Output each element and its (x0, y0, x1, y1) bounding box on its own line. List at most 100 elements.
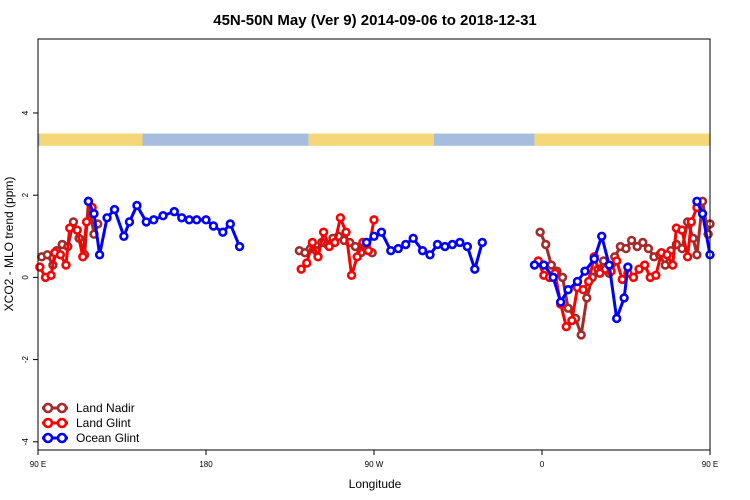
ocean-glint-point (208, 221, 219, 231)
land-glint-point (611, 256, 622, 266)
land-glint-point (363, 245, 374, 256)
ocean-glint-point (158, 211, 168, 221)
land-glint-point (662, 250, 672, 260)
band-segment-land (308, 133, 434, 146)
land-glint-point (341, 227, 351, 237)
x-tick-label: 90 E (702, 460, 718, 469)
land-glint-point (335, 213, 346, 223)
ocean-glint-point (408, 233, 418, 244)
legend-marker (42, 432, 54, 444)
land-glint-point (561, 322, 571, 332)
band-segment-land (39, 133, 143, 146)
ocean-glint-point (447, 239, 458, 250)
plot-series (35, 196, 715, 340)
legend-label: Ocean Glint (76, 431, 140, 445)
legend-label: Land Nadir (76, 401, 135, 415)
ocean-glint-point (102, 213, 112, 223)
y-axis-label: XCO2 - MLO trend (ppm) (2, 177, 16, 312)
ocean-glint-point (119, 231, 129, 241)
y-tick-label: 0 (21, 275, 30, 280)
ocean-glint-point (597, 231, 607, 241)
land-glint-point (330, 237, 340, 248)
land-glint-point (677, 225, 687, 235)
chart-title: 45N-50N May (Ver 9) 2014-09-06 to 2018-1… (213, 12, 537, 29)
ocean-glint-point (184, 215, 194, 225)
ocean-glint-point (555, 297, 566, 307)
ocean-glint-point (149, 215, 159, 225)
ocean-glint-point (425, 250, 435, 260)
ocean-glint-point (132, 200, 142, 211)
y-axis: -4 -2 0 2 4 (21, 110, 38, 445)
ocean-glint-point (432, 239, 443, 250)
land-glint-point (352, 252, 362, 262)
y-tick-label: -4 (21, 438, 30, 446)
land-glint-point (296, 264, 306, 274)
land-nadir-point (557, 272, 568, 283)
ocean-glint-point (234, 241, 245, 252)
ocean-glint-point (94, 250, 105, 260)
ocean-glint-point (393, 243, 403, 254)
land-nadir-point (563, 303, 573, 313)
ocean-glint-point (109, 204, 120, 215)
plot-frame (37, 38, 711, 451)
ocean-glint-point (611, 313, 622, 324)
ocean-glint-point (539, 260, 549, 270)
ocean-glint-point (386, 245, 396, 256)
legend-item-land-glint: Land Glint (42, 416, 131, 430)
land-glint-point (46, 270, 56, 281)
ocean-glint-point (191, 215, 202, 225)
ocean-glint-point (589, 254, 599, 264)
ocean-glint-point (580, 266, 590, 276)
land-glint-point (639, 260, 650, 270)
y-tick-label: 4 (21, 110, 30, 115)
ocean-glint-point (455, 237, 465, 248)
land-glint-point (651, 270, 661, 281)
ocean-glint-point (548, 272, 558, 283)
land-glint-point (682, 252, 693, 262)
ocean-glint-point (697, 208, 708, 219)
ocean-glint-point (572, 276, 583, 287)
ocean-glint-point (141, 217, 151, 227)
x-tick-label: 90 W (365, 460, 384, 469)
land-nadir-point (535, 227, 545, 237)
land-glint-point (369, 215, 379, 225)
series-ocean-glint (83, 196, 715, 324)
land-glint-point (78, 252, 88, 262)
land-nadir-point (660, 260, 670, 270)
band-segment-ocean (142, 133, 309, 146)
ocean-glint-point (376, 227, 387, 237)
band-segment-ocean (38, 133, 40, 146)
x-axis-label: Longitude (349, 477, 402, 491)
ocean-glint-point (477, 237, 487, 248)
x-tick-label: 90 E (30, 460, 46, 469)
land-glint-point (72, 225, 82, 235)
x-tick-label: 0 (540, 460, 545, 469)
land-glint-point (35, 262, 45, 272)
ocean-glint-point (169, 206, 179, 217)
ocean-glint-point (401, 239, 411, 250)
ocean-glint-point (417, 245, 428, 256)
land-nadir-point (350, 241, 361, 252)
legend-marker (42, 417, 54, 429)
band-segment-land (534, 133, 710, 146)
ocean-glint-point (83, 196, 94, 207)
land-glint-point (302, 258, 312, 268)
series-land-glint (35, 202, 702, 332)
legend-marker (56, 417, 68, 429)
land-glint-point (55, 250, 66, 260)
ocean-glint-point (361, 237, 372, 248)
land-glint-point (686, 217, 697, 227)
land-glint-point (667, 260, 678, 270)
y-tick-label: 2 (21, 192, 30, 197)
y-tick-label: -2 (21, 355, 30, 363)
ocean-glint-point (563, 285, 573, 295)
land-glint-point (307, 237, 318, 248)
land-nadir-point (546, 260, 557, 270)
ocean-glint-point (177, 213, 187, 223)
ocean-glint-point (124, 217, 135, 227)
legend-marker (42, 402, 54, 414)
land-nadir-point (692, 250, 702, 260)
ocean-glint-point (470, 264, 480, 274)
